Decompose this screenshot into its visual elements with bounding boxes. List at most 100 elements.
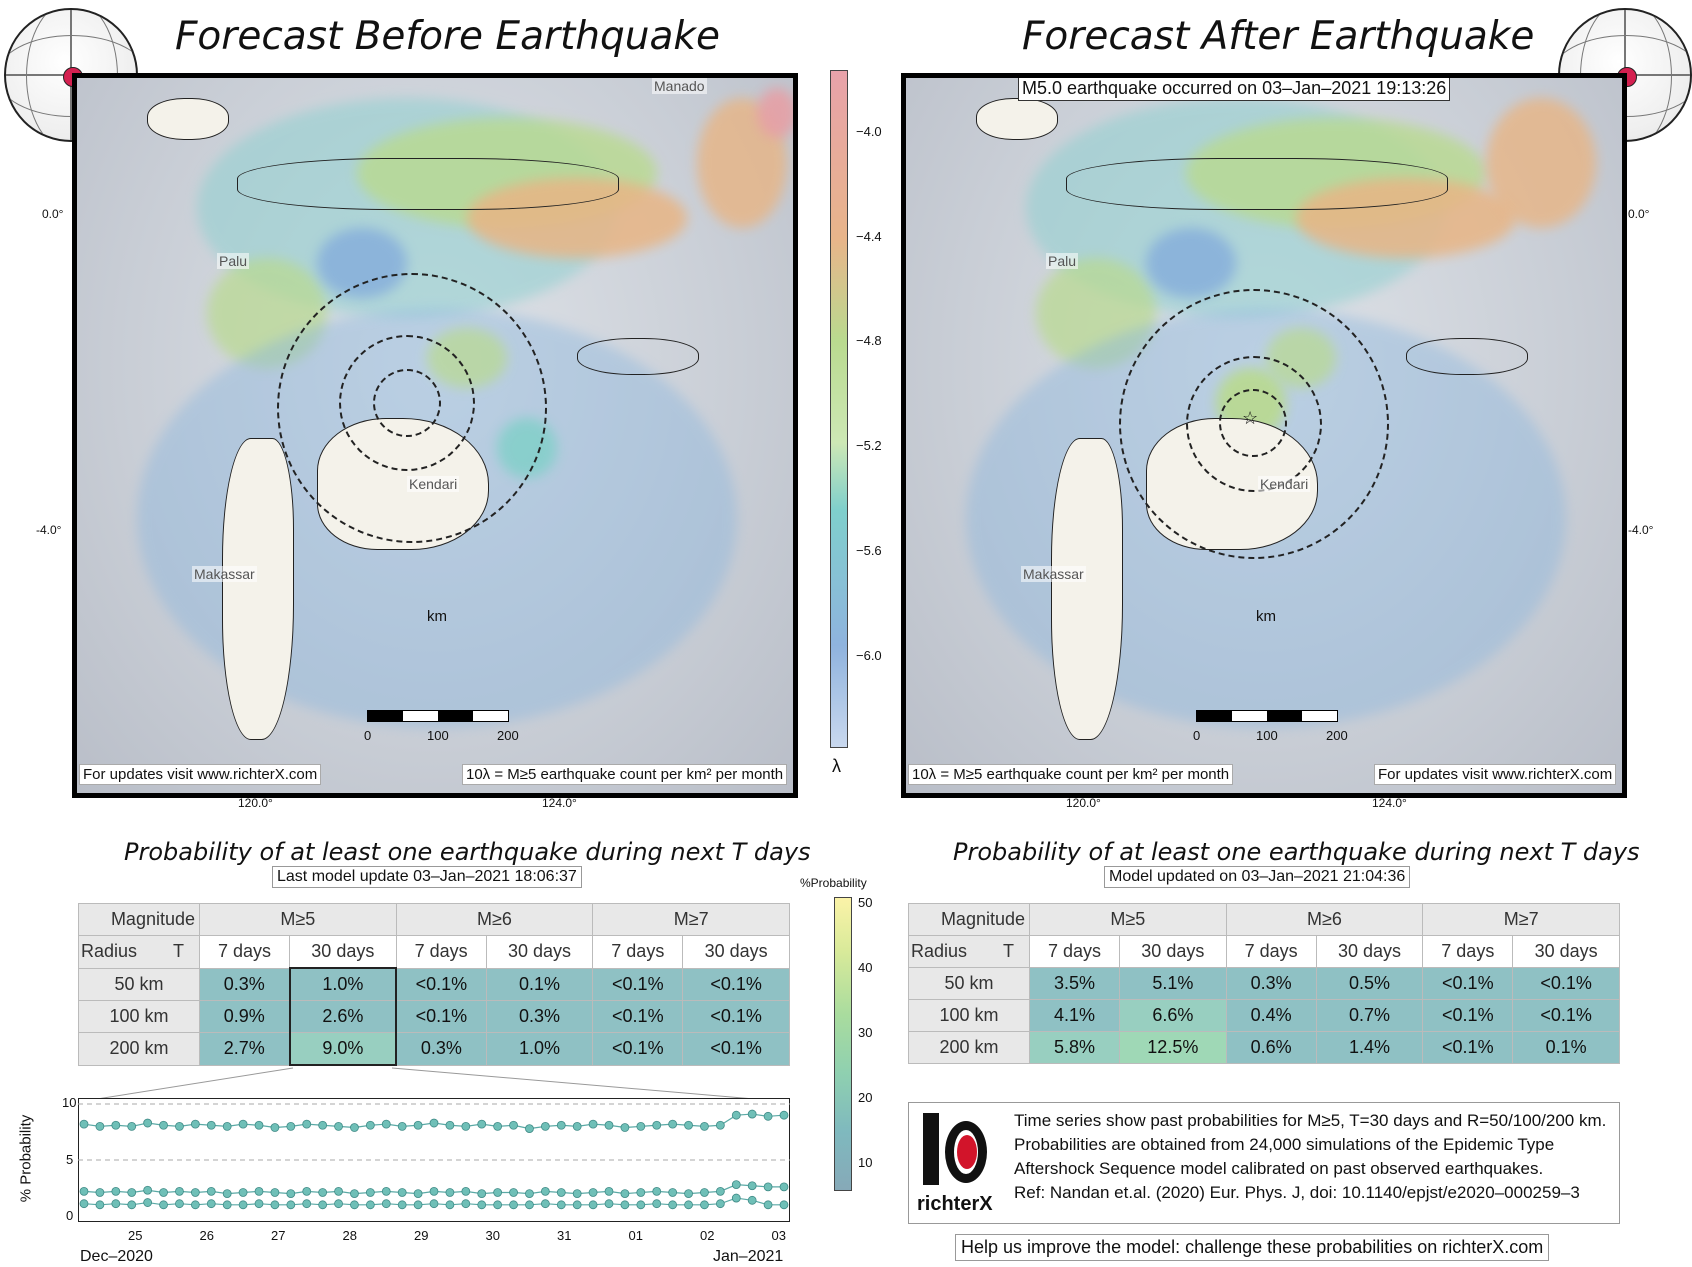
prob-cell: 5.8%	[1029, 1031, 1120, 1064]
scale-tick: 200	[497, 728, 519, 743]
scale-tick: 100	[427, 728, 449, 743]
prob-cell: <0.1%	[395, 967, 487, 1001]
series-point	[159, 1188, 168, 1197]
series-point	[477, 1200, 487, 1210]
scale-tick: 0	[1193, 728, 1201, 743]
scale-unit: km	[1256, 608, 1276, 625]
series-point	[413, 1189, 423, 1198]
scale-unit: km	[427, 608, 447, 625]
series-point	[588, 1200, 598, 1210]
period-label: T	[173, 941, 185, 962]
period-header: 30 days	[289, 935, 397, 969]
series-point	[206, 1199, 216, 1209]
x-tick: 25	[128, 1228, 143, 1243]
series-point	[286, 1121, 296, 1131]
lon-tick: 124.0°	[542, 796, 577, 810]
lambda-tick: −4.4	[856, 229, 882, 244]
richterx-logo-text: richterX	[917, 1193, 993, 1215]
prob-cell: 0.9%	[199, 1000, 290, 1033]
series-point	[222, 1189, 232, 1198]
scale-tick: 0	[364, 728, 372, 743]
prob-cell: 5.1%	[1119, 967, 1227, 1000]
prob-tick: 20	[858, 1090, 873, 1105]
series-point	[95, 1121, 105, 1131]
series-point	[604, 1186, 614, 1196]
series-point	[111, 1199, 121, 1209]
magnitude-header: Magnitude	[78, 903, 200, 936]
series-point	[381, 1199, 391, 1209]
series-point	[127, 1200, 137, 1210]
series-point	[763, 1200, 773, 1210]
lambda-note: 10λ = M≥5 earthquake count per km² per m…	[462, 764, 788, 785]
magnitude-header: M≥5	[199, 903, 397, 936]
lambda-tick: −5.6	[856, 543, 882, 558]
x-tick: 26	[199, 1228, 214, 1243]
series-point	[334, 1199, 343, 1209]
series-point	[429, 1199, 439, 1209]
left-map-title: Forecast Before Earthquake	[175, 14, 720, 59]
series-point	[286, 1200, 296, 1210]
prob-cell: 1.4%	[1315, 1031, 1424, 1064]
lon-tick: 124.0°	[1372, 796, 1407, 810]
prob-tick: 30	[858, 1025, 873, 1040]
series-point	[159, 1120, 168, 1130]
prob-cell: 0.3%	[485, 1000, 594, 1033]
x-tick: 30	[485, 1228, 500, 1243]
series-point	[190, 1200, 200, 1210]
prob-cell: 2.6%	[288, 1000, 398, 1033]
series-point	[318, 1200, 328, 1210]
series-point	[540, 1199, 550, 1209]
series-point	[350, 1189, 359, 1198]
series-point	[79, 1186, 89, 1196]
series-point	[684, 1200, 693, 1210]
series-point	[652, 1120, 662, 1130]
right-probability-table: Magnitude M≥5 M≥6 M≥7 Radius T 7 days 30 …	[908, 903, 1620, 1064]
series-point	[556, 1188, 566, 1197]
radius-cell: 100 km	[78, 1000, 200, 1033]
series-point	[397, 1188, 407, 1197]
radius-cell: 100 km	[908, 999, 1030, 1032]
series-point	[381, 1186, 391, 1196]
prob-cell: 6.6%	[1119, 999, 1227, 1032]
series-point	[461, 1186, 471, 1196]
radius-label: Radius	[911, 941, 968, 961]
series-point	[254, 1186, 264, 1196]
series-point	[700, 1121, 709, 1131]
series-point	[79, 1199, 89, 1209]
series-point	[779, 1200, 789, 1210]
series-point	[636, 1188, 646, 1197]
right-forecast-map: ☆ M5.0 earthquake occurred on 03–Jan–202…	[901, 73, 1627, 798]
x-tick: 29	[414, 1228, 429, 1243]
left-table-title: Probability of at least one earthquake d…	[124, 838, 811, 866]
info-box: richterX Time series show past probabili…	[908, 1102, 1620, 1224]
series-point	[143, 1118, 153, 1128]
series-point	[429, 1118, 439, 1128]
period-header: 7 days	[1422, 935, 1514, 968]
lat-tick: 0.0°	[1628, 207, 1650, 221]
series-point	[684, 1189, 693, 1198]
scale-tick: 200	[1326, 728, 1348, 743]
x-tick: 03	[771, 1228, 786, 1243]
series-point	[572, 1121, 582, 1131]
series-point	[652, 1186, 662, 1196]
series-point	[254, 1120, 264, 1130]
prob-cell: 4.1%	[1029, 999, 1120, 1032]
prob-cell: 0.5%	[1315, 967, 1424, 1000]
series-point	[254, 1199, 264, 1209]
series-point	[731, 1193, 741, 1203]
lambda-tick: −4.0	[856, 124, 882, 139]
magnitude-header: M≥7	[1422, 903, 1620, 936]
help-link[interactable]: Help us improve the model: challenge the…	[955, 1234, 1550, 1261]
city-label: Palu	[217, 253, 250, 269]
radius-cell: 50 km	[908, 967, 1030, 1000]
series-point	[509, 1188, 518, 1197]
prob-cell: <0.1%	[1422, 1031, 1514, 1064]
prob-cell: <0.1%	[1422, 967, 1514, 1000]
updates-note: For updates visit www.richterX.com	[79, 764, 322, 785]
radius-cell: 50 km	[78, 967, 200, 1001]
city-label: Makassar	[1021, 566, 1086, 582]
lon-tick: 120.0°	[1066, 796, 1101, 810]
series-point	[190, 1119, 200, 1129]
series-point	[127, 1121, 137, 1131]
table-row: 100 km 4.1% 6.6% 0.4% 0.7% <0.1% <0.1%	[908, 999, 1620, 1032]
